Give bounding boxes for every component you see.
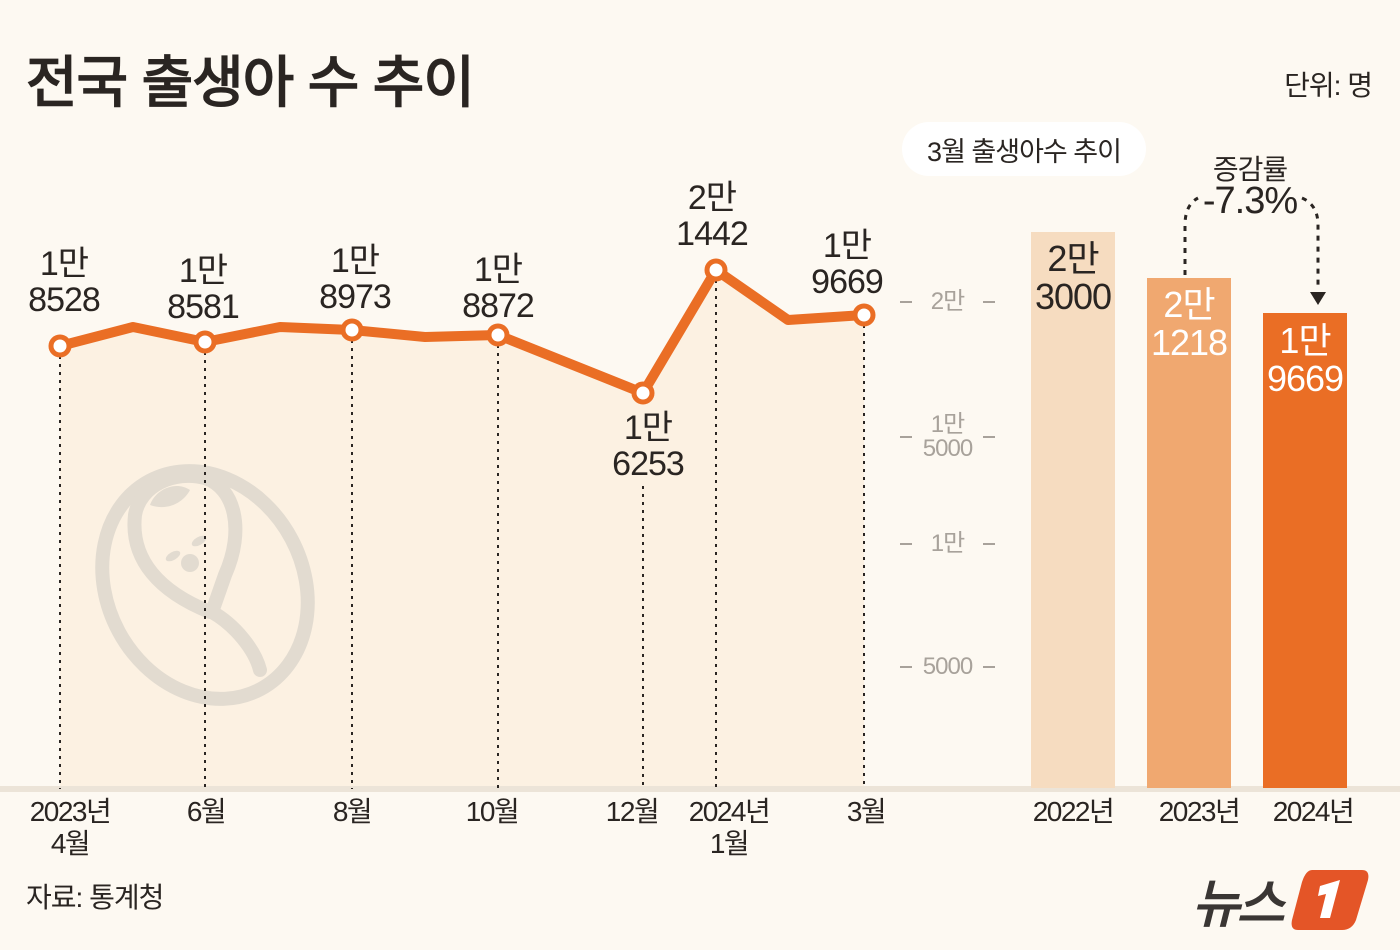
bar-label-top: 2만 [1163,284,1215,325]
tick-dash-left [900,301,912,303]
x-label-line1: 3월 [846,796,887,827]
label-top: 1만 [473,251,523,289]
marker-2024-01 [704,258,728,282]
tick-dash-right [982,436,995,438]
marker-2023-12 [631,381,655,405]
bar-label-bottom: 9669 [1266,358,1344,399]
label-bottom: 1442 [676,215,749,253]
chart-title: 전국 출생아 수 추이 [26,51,475,114]
bar-label-2023: 2만 1218 [1150,284,1228,363]
label-bottom: 9669 [811,263,884,301]
tick-label: 1만 [930,530,965,557]
marker-2023-08 [340,318,364,342]
tick-dash-right [983,543,995,545]
line-markers [48,258,876,405]
label-bottom: 8872 [462,287,535,325]
bar-x-label-2023: 2023년 [1158,796,1241,827]
label-top: 1만 [178,252,228,290]
point-label-2024-03: 1만 9669 [811,227,884,301]
tick-dash-left [900,543,912,545]
unit-label: 단위: 명 [1284,70,1373,101]
point-label-2023-08: 1만 8973 [319,242,392,316]
bar-2024 [1263,313,1347,788]
tick-dash-left [900,436,912,438]
label-bottom: 8973 [319,278,392,316]
y-tick-5000: 5000 [900,655,995,679]
bar-panel-title-pill: 3월 출생아수 추이 [902,122,1146,176]
label-top: 1만 [822,227,872,265]
bar-2022 [1031,232,1115,788]
label-bottom: 6253 [612,445,685,483]
bar-x-label-2024: 2024년 [1272,796,1355,827]
x-label-2024-03: 3월 [846,796,887,828]
birth-trend-line [55,265,869,398]
bar-label-bottom: 1218 [1150,322,1228,363]
x-label-2023-04: 2023년 4월 [29,796,112,860]
tick-label: 2만 [930,288,965,315]
x-label-line1: 2024년 [688,796,771,827]
x-label-2024-01: 2024년 1월 [688,796,771,860]
label-top: 1만 [623,409,673,447]
marker-2023-06 [193,330,217,354]
y-tick-20000: 2만 [900,290,995,314]
baseline [0,786,1400,792]
x-label-line2: 1월 [709,828,750,859]
label-bottom: 8528 [28,281,101,319]
tick-label-line2: 5000 [922,435,973,462]
bar-label-top: 2만 [1047,238,1099,279]
baby-watermark-icon [95,464,315,706]
bar-x-label-2022: 2022년 [1032,796,1115,827]
point-label-2023-04: 1만 8528 [28,245,101,319]
bar-label-bottom: 3000 [1034,276,1112,317]
bar-label-top: 1만 [1279,320,1331,361]
news1-logo: 뉴스 [1192,862,1370,937]
y-tick-15000: 1만 5000 [900,413,995,461]
tick-label: 1만 5000 [922,411,973,462]
label-top: 1만 [39,245,89,283]
bar-2023 [1147,278,1231,788]
point-label-2023-12: 1만 6253 [612,409,685,483]
point-label-2024-01: 2만 1442 [676,179,749,253]
change-arrow [1183,196,1320,290]
tick-dash-right [982,666,995,668]
logo-text: 뉴스 [1192,876,1285,934]
x-label-line1: 10월 [465,796,520,827]
change-rate-label: 증감률 [1212,154,1288,185]
point-label-2023-10: 1만 8872 [462,251,535,325]
marker-2023-04 [48,334,72,358]
label-bottom: 8581 [167,288,240,326]
x-label-2023-08: 8월 [332,796,373,828]
arrow-down-icon [1310,292,1326,305]
x-label-line1: 12월 [605,796,660,827]
x-label-line1: 6월 [186,796,227,827]
x-label-2023-10: 10월 [465,796,520,828]
x-label-2023-12: 12월 [605,796,660,828]
marker-2024-03 [852,303,876,327]
guide-lines [59,280,865,789]
bar-label-2022: 2만 3000 [1034,238,1112,317]
x-label-line2: 4월 [50,828,91,859]
y-tick-10000: 1만 [900,532,995,556]
baby-face-icon [150,485,207,572]
news1-logo-mark-icon [1291,869,1369,930]
tick-dash-left [900,666,912,668]
marker-2023-10 [486,323,510,347]
x-label-2023-06: 6월 [186,796,227,828]
point-label-2023-06: 1만 8581 [167,252,240,326]
label-top: 2만 [687,179,737,217]
label-top: 1만 [330,242,380,280]
change-rate-value: -7.3% [1202,180,1298,222]
source-label: 자료: 통계청 [26,882,164,913]
tick-dash-right [983,301,995,303]
x-label-line1: 2023년 [29,796,112,827]
bar-label-2024: 1만 9669 [1266,320,1344,399]
tick-label-line1: 1만 [930,411,965,438]
line-area-fill [60,270,864,789]
x-label-line1: 8월 [332,796,373,827]
tick-label: 5000 [922,653,973,680]
